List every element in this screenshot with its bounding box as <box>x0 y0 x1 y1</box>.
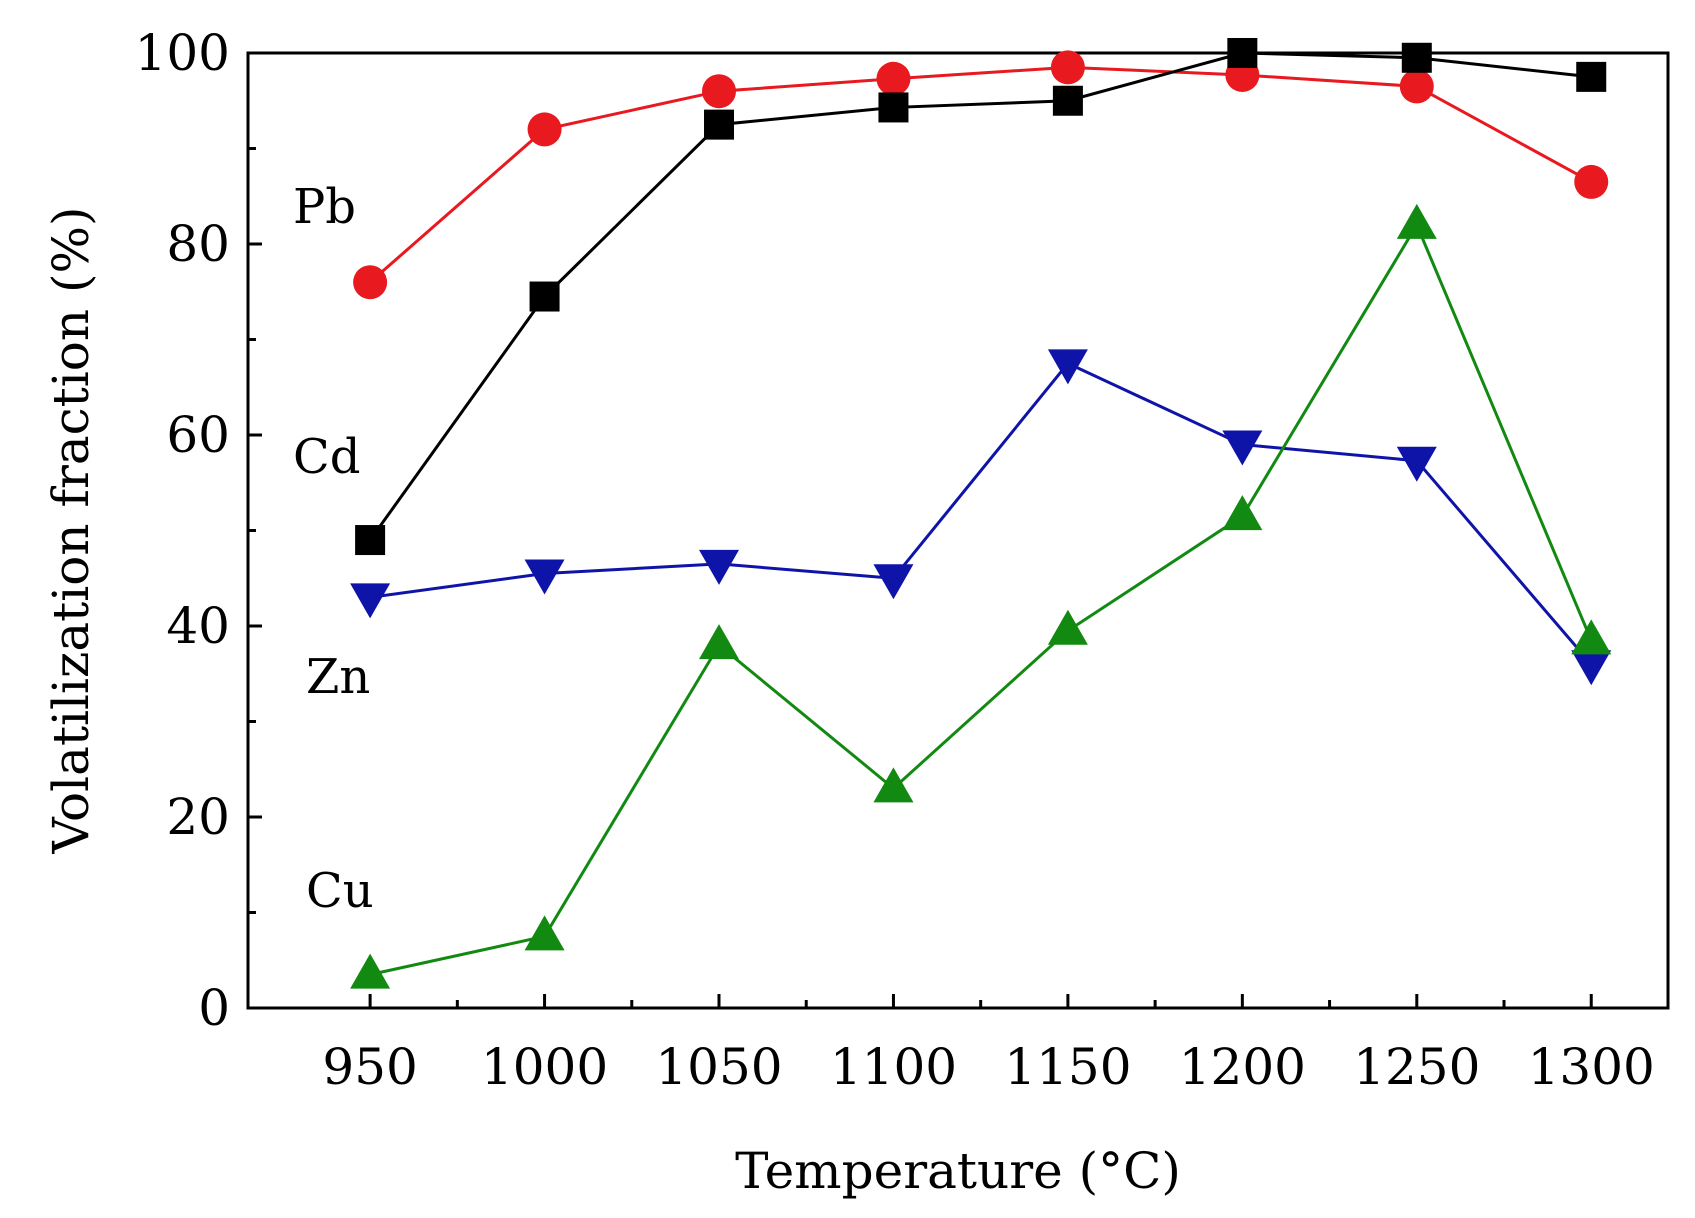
data-point-cd-1000 <box>529 281 560 312</box>
data-point-zn-1250 <box>1396 446 1437 482</box>
plot-frame <box>246 51 1670 1010</box>
data-point-pb-1000 <box>527 112 562 147</box>
y-tick-label: 0 <box>198 979 230 1037</box>
data-point-pb-1100 <box>876 61 911 96</box>
series-group <box>350 38 1612 989</box>
data-point-cu-1200 <box>1222 495 1263 531</box>
series-label-pb: Pb <box>293 179 356 235</box>
y-axis-ticks: 0 20 40 60 80 100 <box>135 24 262 1037</box>
y-axis-label: Volatilization fraction (%) <box>42 207 100 855</box>
x-tick-label: 1250 <box>1353 1038 1480 1096</box>
data-point-cd-1150 <box>1052 85 1083 116</box>
data-point-pb-1250 <box>1399 69 1434 104</box>
data-point-zn-1100 <box>873 564 914 600</box>
x-tick-label: 1050 <box>655 1038 782 1096</box>
data-point-pb-950 <box>353 265 388 300</box>
data-point-zn-1300 <box>1571 650 1612 686</box>
data-point-cu-1300 <box>1571 619 1612 655</box>
x-tick-label: 1150 <box>1004 1038 1131 1096</box>
x-tick-label: 1200 <box>1179 1038 1306 1096</box>
data-point-cd-1100 <box>878 92 909 123</box>
series-label-cu: Cu <box>306 863 374 919</box>
data-point-cu-1100 <box>873 767 914 803</box>
x-tick-label: 1000 <box>481 1038 608 1096</box>
data-point-zn-1050 <box>699 549 740 585</box>
data-point-zn-950 <box>350 583 391 619</box>
data-point-cu-950 <box>350 953 391 989</box>
data-point-zn-1000 <box>524 559 565 595</box>
data-point-cd-1050 <box>704 109 735 140</box>
y-tick-label: 60 <box>166 406 230 464</box>
data-point-cu-1050 <box>699 624 740 660</box>
y-tick-label: 40 <box>166 597 230 655</box>
y-tick-label: 80 <box>166 215 230 273</box>
data-point-cu-1250 <box>1396 203 1437 239</box>
data-point-pb-1050 <box>702 74 737 109</box>
data-point-zn-1150 <box>1047 349 1088 385</box>
series-label-zn: Zn <box>306 649 370 705</box>
series-labels: Pb Cd Zn Cu <box>293 179 374 919</box>
data-point-cd-950 <box>355 525 386 556</box>
y-tick-label: 100 <box>135 24 230 82</box>
series-line-cd <box>368 51 1592 541</box>
data-point-zn-1200 <box>1222 430 1263 466</box>
data-point-cd-1250 <box>1401 42 1432 73</box>
series-line-pb <box>369 65 1592 284</box>
x-tick-label: 1100 <box>830 1038 957 1096</box>
data-point-cu-1150 <box>1047 609 1088 645</box>
series-line-zn <box>369 361 1593 666</box>
data-point-pb-1150 <box>1050 50 1085 85</box>
data-point-cu-1000 <box>524 915 565 951</box>
x-axis-ticks: 950 1000 1050 1100 1150 1200 1250 1300 <box>322 994 1655 1096</box>
y-tick-label: 20 <box>166 788 230 846</box>
x-tick-label: 950 <box>322 1038 417 1096</box>
x-axis-label: Temperature (°C) <box>735 1142 1181 1200</box>
data-point-pb-1300 <box>1574 164 1609 199</box>
series-line-cu <box>369 221 1593 977</box>
x-tick-label: 1300 <box>1528 1038 1655 1096</box>
series-label-cd: Cd <box>293 429 360 485</box>
data-point-cd-1200 <box>1227 38 1258 68</box>
data-point-cd-1300 <box>1576 61 1607 92</box>
